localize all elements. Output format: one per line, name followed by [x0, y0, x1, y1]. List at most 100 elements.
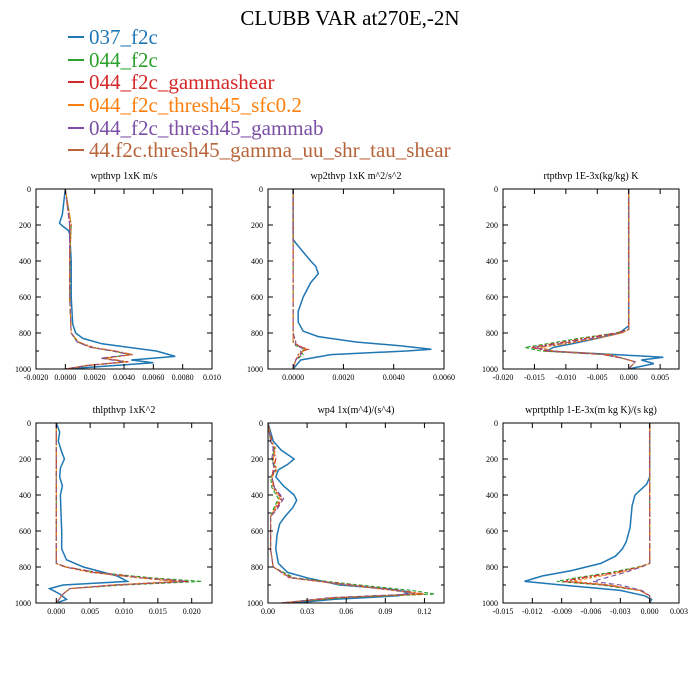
chart-panel: wprtpthlp 1-E-3x(m kg K)/(s kg) 0 200 400 60…: [482, 405, 688, 616]
y-tick-label: 0: [494, 185, 498, 194]
y-tick-label: 600: [486, 293, 498, 302]
x-tick-label: 0.015: [149, 607, 167, 616]
legend-line-swatch: [68, 149, 84, 152]
series-group: [524, 423, 653, 603]
x-tick-label: 0.03: [300, 607, 314, 616]
series-line: [292, 189, 432, 369]
y-tick-label: 200: [251, 221, 263, 230]
chart-panel: wp2thvp 1xK m^2/s^2 0 200 400 600 800 1000 0.00…: [247, 171, 455, 382]
series-line: [537, 189, 636, 369]
x-tick-label: -0.020: [493, 373, 514, 382]
series-line: [292, 189, 308, 369]
panel-title: wpthvp 1xK m/s: [91, 171, 158, 182]
series-group: [292, 189, 432, 369]
legend-entry: 037_f2c: [68, 26, 451, 49]
x-tick-label: -0.006: [581, 607, 602, 616]
x-tick-label: 0.005: [81, 607, 99, 616]
y-tick-label: 1000: [482, 599, 498, 608]
x-tick-label: 0.0040: [113, 373, 135, 382]
x-tick-label: 0.0040: [383, 373, 405, 382]
series-line: [524, 423, 653, 603]
series-line: [55, 423, 182, 603]
y-tick-label: 200: [251, 455, 263, 464]
series-group: [58, 189, 176, 369]
series-line: [556, 423, 651, 603]
x-tick-label: 0.0020: [332, 373, 354, 382]
x-tick-label: 0.0060: [142, 373, 164, 382]
series-line: [55, 423, 202, 603]
panel-title: rtpthvp 1E-3x(kg/kg) K: [544, 171, 640, 182]
y-tick-label: 800: [486, 563, 498, 572]
x-tick-label: 0.00: [261, 607, 275, 616]
panel-title: wp2thvp 1xK m^2/s^2: [310, 171, 401, 182]
chart-panel: wpthvp 1xK m/s 0 200 400 600 800 1000-0.0020 0.…: [15, 171, 221, 382]
y-tick-label: 600: [19, 293, 31, 302]
y-tick-label: 1000: [247, 365, 263, 374]
chart-panel: thlpthvp 1xK^2 0 200 400 600 800 1000 0.000 0.00…: [15, 405, 213, 616]
x-tick-label: 0.000: [620, 373, 638, 382]
x-tick-label: 0.09: [378, 607, 392, 616]
x-tick-label: -0.012: [522, 607, 543, 616]
plot-frame: [267, 422, 445, 604]
legend-entry: 044_f2c_thresh45_sfc0.2: [68, 94, 451, 117]
y-tick-label: 1000: [15, 365, 31, 374]
y-tick-label: 800: [19, 563, 31, 572]
series-group: [47, 423, 202, 603]
y-tick-label: 0: [494, 419, 498, 428]
y-tick-label: 400: [486, 491, 498, 500]
y-tick-label: 600: [251, 293, 263, 302]
legend-label: 037_f2c: [89, 25, 158, 50]
series-line: [47, 423, 131, 603]
y-tick-label: 400: [251, 491, 263, 500]
y-tick-label: 200: [19, 221, 31, 230]
legend-label: 044_f2c_thresh45_gammab: [89, 115, 324, 140]
x-tick-label: 0.12: [417, 607, 431, 616]
x-tick-label: 0.010: [115, 607, 133, 616]
legend-line-swatch: [68, 58, 84, 61]
legend-line-swatch: [68, 81, 84, 84]
x-tick-label: -0.003: [610, 607, 631, 616]
y-tick-label: 800: [251, 563, 263, 572]
y-tick-label: 800: [19, 329, 31, 338]
x-tick-label: -0.009: [551, 607, 572, 616]
series-line: [563, 423, 651, 603]
y-tick-label: 1000: [247, 599, 263, 608]
x-tick-label: 0.0000: [54, 373, 76, 382]
series-line: [292, 189, 307, 369]
series-line: [58, 189, 176, 369]
x-tick-label: 0.010: [203, 373, 221, 382]
figure-title: CLUBB VAR at270E,-2N: [240, 6, 460, 30]
series-line: [292, 189, 305, 369]
legend-line-swatch: [68, 104, 84, 107]
y-tick-label: 0: [27, 419, 31, 428]
y-tick-label: 600: [251, 527, 263, 536]
chart-panel: rtpthvp 1E-3x(kg/kg) K02004006008001000-…: [482, 171, 680, 382]
x-tick-label: 0.005: [651, 373, 669, 382]
series-line: [64, 189, 133, 369]
series-line: [540, 189, 636, 369]
series-group: [268, 423, 435, 603]
x-tick-label: 0.000: [641, 607, 659, 616]
x-tick-label: -0.015: [524, 373, 545, 382]
x-tick-label: 0.020: [183, 607, 201, 616]
legend-entry: 44.f2c.thresh45_gamma_uu_shr_tau_shear: [68, 139, 451, 162]
legend-line-swatch: [68, 36, 84, 39]
y-tick-label: 800: [486, 329, 498, 338]
x-tick-label: -0.015: [493, 607, 514, 616]
legend-line-swatch: [68, 126, 84, 129]
y-tick-label: 600: [19, 527, 31, 536]
y-tick-label: 0: [27, 185, 31, 194]
series-line: [292, 189, 307, 369]
legend-label: 044_f2c_gammashear: [89, 70, 275, 95]
series-line: [268, 423, 418, 603]
x-tick-label: -0.010: [556, 373, 577, 382]
x-tick-label: 0.003: [670, 607, 688, 616]
y-tick-label: 600: [486, 527, 498, 536]
legend-label: 44.f2c.thresh45_gamma_uu_shr_tau_shear: [89, 138, 451, 163]
series-line: [64, 189, 133, 369]
x-tick-label: 0.0080: [172, 373, 194, 382]
y-tick-label: 0: [259, 419, 263, 428]
panel-title: thlpthvp 1xK^2: [93, 405, 156, 416]
